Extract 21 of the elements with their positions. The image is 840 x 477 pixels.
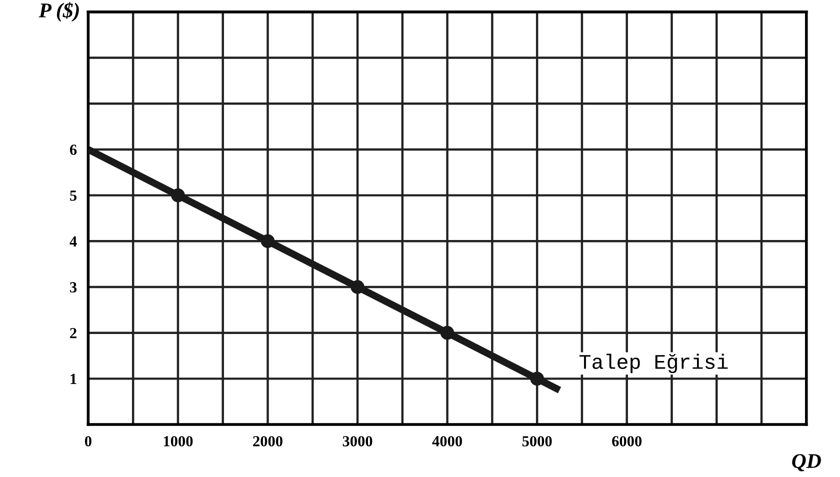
point	[530, 372, 544, 386]
x-axis-title: QD	[792, 454, 821, 472]
y-tick-label: 4	[70, 236, 77, 246]
x-tick-label: 3000	[342, 436, 372, 446]
y-tick-label: 2	[70, 328, 76, 338]
x-tick-label: 0	[84, 436, 92, 446]
point	[260, 234, 275, 248]
y-tick-label: 5	[70, 190, 77, 201]
point	[350, 280, 364, 294]
x-tick-label: 4000	[432, 436, 462, 446]
point	[440, 326, 454, 340]
y-axis-title: P ($)	[38, 2, 79, 22]
y-tick-label: 3	[70, 282, 77, 292]
y-tick-label: 1	[70, 374, 76, 384]
annotation: Talep Eğrisi	[580, 354, 728, 374]
y-tick-label: 6	[70, 144, 77, 155]
point	[171, 188, 185, 202]
x-tick-label: 1000	[164, 436, 193, 446]
x-tick-label: 2000	[253, 436, 282, 446]
x-tick-label: 5000	[522, 436, 552, 446]
x-tick-label: 6000	[612, 436, 642, 446]
